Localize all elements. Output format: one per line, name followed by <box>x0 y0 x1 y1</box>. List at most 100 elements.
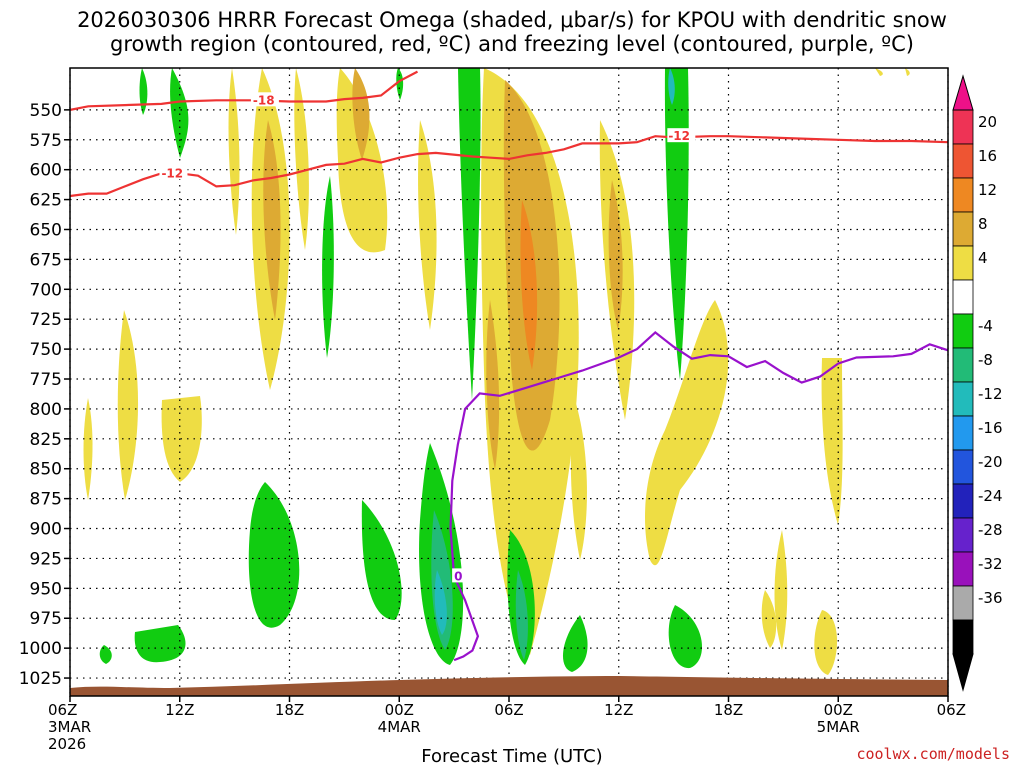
x-tick-label: 18Z <box>275 701 304 719</box>
x-tick-sublabel: 3MAR <box>48 718 91 736</box>
y-tick-label: 775 <box>30 370 62 390</box>
contour-label: 0 <box>454 569 462 583</box>
colorbar-swatch <box>952 177 974 213</box>
y-tick-label: 650 <box>30 220 62 240</box>
omega-region <box>361 500 402 620</box>
omega-region <box>905 68 910 76</box>
colorbar-label: 8 <box>978 215 988 233</box>
colorbar-label: -16 <box>978 419 1003 437</box>
x-tick-label: 06Z <box>494 701 523 719</box>
credit-text: coolwx.com/models <box>856 745 1010 763</box>
omega-region <box>875 68 883 76</box>
x-tick-label: 18Z <box>714 701 743 719</box>
colorbar-label: -20 <box>978 453 1003 471</box>
colorbar-label: 12 <box>978 181 997 199</box>
x-tick-label: 06Z <box>937 701 966 719</box>
colorbar-label: -12 <box>978 385 1003 403</box>
colorbar-swatch <box>952 415 974 451</box>
x-tick-year: 2026 <box>48 735 86 753</box>
y-tick-label: 575 <box>30 131 62 151</box>
omega-region <box>664 68 689 380</box>
omega-region <box>170 68 189 158</box>
chart-title: 2026030306 HRRR Forecast Omega (shaded, … <box>77 8 947 56</box>
contour-line <box>70 135 948 198</box>
contour-lines: -18 -12 0 -12 <box>70 70 948 662</box>
omega-region <box>562 615 588 672</box>
contour-label: -12 <box>161 166 183 180</box>
colorbar-label: -28 <box>978 521 1003 539</box>
contour-label-bg <box>250 92 279 107</box>
omega-region <box>668 68 675 105</box>
colorbar-swatch <box>952 619 974 655</box>
omega-region <box>821 358 843 525</box>
y-tick-label: 800 <box>30 400 62 420</box>
colorbar-label: 20 <box>978 113 997 131</box>
y-tick-label: 950 <box>30 579 62 599</box>
contour-line <box>449 330 948 662</box>
colorbar-label: -32 <box>978 555 1003 573</box>
y-axis: 550 575 600 625 650 675 700 725 750 775 800 825 850 8… <box>19 101 70 689</box>
omega-region <box>248 482 300 628</box>
contour-label-bg <box>159 165 188 180</box>
omega-region <box>434 570 447 635</box>
omega-region <box>774 530 788 650</box>
y-tick-label: 625 <box>30 191 62 211</box>
omega-region <box>570 400 587 560</box>
omega-region <box>228 68 240 235</box>
omega-region <box>418 120 437 330</box>
colorbar-swatch <box>952 483 974 519</box>
y-tick-label: 700 <box>30 280 62 300</box>
omega-region <box>458 68 481 400</box>
omega-region <box>263 120 281 320</box>
contour-label: -12 <box>668 129 690 143</box>
colorbar-label: -8 <box>978 351 993 369</box>
y-tick-label: 1000 <box>19 639 62 659</box>
colorbar-label: -36 <box>978 589 1003 607</box>
colorbar-label: -4 <box>978 317 993 335</box>
colorbar-label: -24 <box>978 487 1003 505</box>
y-tick-label: 550 <box>30 101 62 121</box>
y-tick-label: 875 <box>30 490 62 510</box>
omega-region <box>515 570 528 660</box>
colorbar-top-arrow <box>952 74 974 111</box>
colorbar-swatch <box>952 517 974 553</box>
colorbar: 20 16 12 8 4 -4 -8 -12 -16 -20 -24 -28 -32 -36 <box>952 74 1003 692</box>
y-tick-label: 925 <box>30 549 62 569</box>
terrain <box>70 676 948 696</box>
y-tick-label: 725 <box>30 310 62 330</box>
x-tick-label: 00Z <box>824 701 853 719</box>
omega-region <box>668 605 702 669</box>
y-tick-label: 825 <box>30 430 62 450</box>
omega-region <box>396 68 404 100</box>
omega-region <box>814 610 838 675</box>
omega-region <box>117 310 139 500</box>
y-tick-label: 975 <box>30 609 62 629</box>
colorbar-swatch <box>952 211 974 247</box>
x-tick-label: 00Z <box>385 701 414 719</box>
colorbar-swatch <box>952 279 974 315</box>
colorbar-swatch <box>952 347 974 383</box>
omega-region <box>486 300 500 470</box>
colorbar-label: 16 <box>978 147 997 165</box>
y-tick-label: 1025 <box>19 669 62 689</box>
contour-label-bg <box>667 128 696 143</box>
omega-region <box>83 398 93 500</box>
colorbar-swatch <box>952 313 974 349</box>
omega-region <box>645 300 729 566</box>
x-tick-sublabel: 4MAR <box>378 718 421 736</box>
colorbar-label: 4 <box>978 249 988 267</box>
omega-region <box>520 200 538 370</box>
omega-region <box>139 68 148 115</box>
x-tick-label: 12Z <box>165 701 194 719</box>
omega-region <box>322 176 334 358</box>
x-tick-label: 06Z <box>48 701 77 719</box>
colorbar-swatch <box>952 449 974 485</box>
x-tick-label: 12Z <box>604 701 633 719</box>
x-axis-label: Forecast Time (UTC) <box>421 746 603 767</box>
y-tick-label: 750 <box>30 340 62 360</box>
y-tick-label: 675 <box>30 250 62 270</box>
omega-region <box>294 68 309 250</box>
omega-region <box>99 645 112 664</box>
